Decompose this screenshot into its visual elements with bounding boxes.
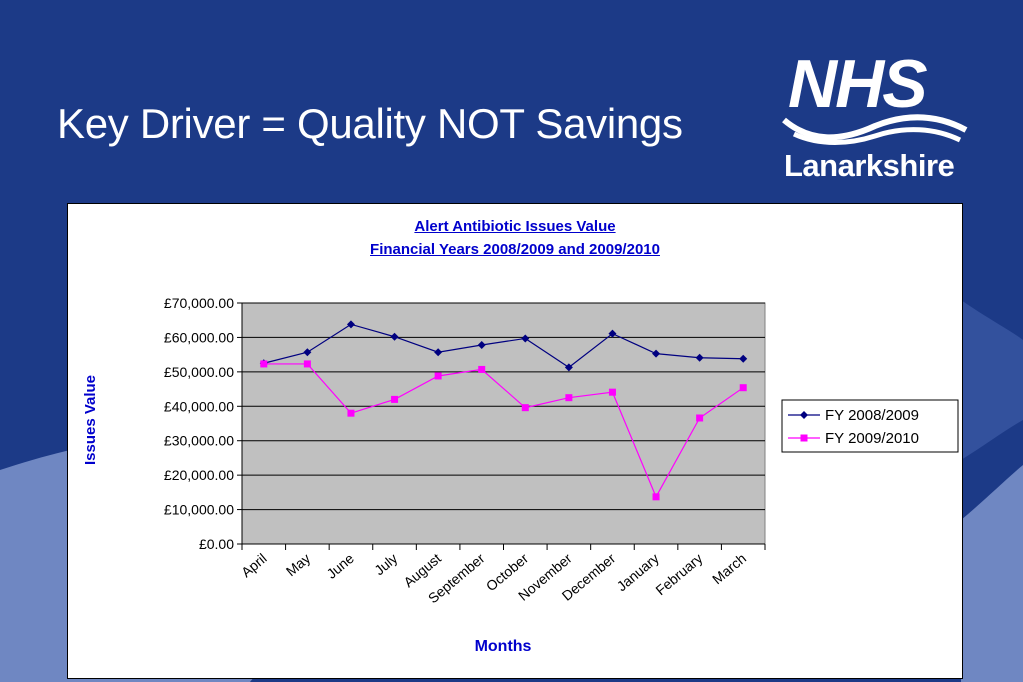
data-point — [695, 353, 704, 362]
y-tick-label: £10,000.00 — [164, 502, 234, 518]
y-tick-label: £0.00 — [199, 536, 234, 552]
y-tick-label: £40,000.00 — [164, 398, 234, 414]
chart-subtitle: Financial Years 2008/2009 and 2009/2010 — [370, 241, 660, 258]
logo-nhs-text: NHS — [788, 46, 928, 122]
x-tick-label: June — [323, 550, 357, 582]
data-point — [434, 348, 443, 357]
data-point — [608, 329, 617, 338]
data-point — [521, 334, 530, 343]
x-axis-label: Months — [474, 638, 532, 655]
line-chart: £0.00 £10,000.00 £20,000.00 £30,000.00 £40,0… — [164, 295, 959, 606]
y-tick-label: £60,000.00 — [164, 329, 234, 345]
x-tick-label: April — [238, 550, 270, 580]
data-point — [391, 395, 399, 403]
y-tick-label: £30,000.00 — [164, 433, 234, 449]
x-tick-label: May — [283, 550, 314, 579]
slide-title: Key Driver = Quality NOT Savings — [57, 100, 683, 147]
legend-marker — [800, 434, 808, 442]
logo-lanarkshire-text: Lanarkshire — [784, 148, 955, 183]
nhs-lanarkshire-logo: NHS Lanarkshire — [780, 46, 970, 192]
y-tick-label: £50,000.00 — [164, 364, 234, 380]
series-line-2 — [263, 363, 744, 499]
y-tick-label: £70,000.00 — [164, 295, 234, 311]
x-tick-label: July — [371, 550, 400, 578]
data-point — [739, 384, 747, 392]
data-point — [347, 409, 355, 417]
chart-panel: Alert Antibiotic Issues Value Financial … — [67, 203, 963, 679]
plot-area — [241, 302, 766, 545]
data-point — [477, 341, 486, 350]
data-point — [739, 354, 748, 363]
data-point — [303, 348, 312, 357]
data-point — [564, 363, 573, 372]
data-point — [608, 388, 616, 396]
x-tick-label: February — [652, 550, 705, 598]
data-point — [652, 349, 661, 358]
legend-label: FY 2009/2010 — [825, 430, 919, 447]
data-point — [521, 404, 529, 412]
chart-title: Alert Antibiotic Issues Value — [414, 218, 616, 235]
x-tick-label: March — [709, 550, 749, 587]
data-point — [346, 320, 355, 329]
y-tick-label: £20,000.00 — [164, 467, 234, 483]
data-point — [434, 372, 442, 380]
data-point — [652, 493, 660, 501]
data-point — [390, 332, 399, 341]
legend-marker — [800, 411, 808, 419]
series-line-1 — [263, 323, 744, 369]
data-point — [565, 394, 573, 402]
data-point — [260, 360, 268, 368]
wave-icon — [782, 114, 968, 145]
data-point — [478, 365, 486, 373]
legend-box — [781, 399, 959, 453]
data-point — [303, 360, 311, 368]
legend-label: FY 2008/2009 — [825, 407, 919, 424]
data-point — [696, 414, 704, 422]
